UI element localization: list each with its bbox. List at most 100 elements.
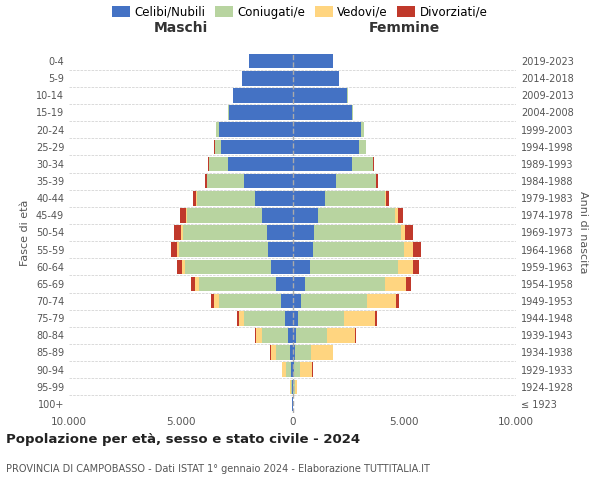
Bar: [177, 260, 182, 274]
Bar: [270, 345, 271, 360]
Bar: [209, 156, 227, 171]
Bar: [314, 225, 401, 240]
Bar: [406, 276, 411, 291]
Bar: [262, 208, 293, 222]
Bar: [398, 260, 413, 274]
Bar: [295, 380, 297, 394]
Bar: [187, 208, 262, 222]
Bar: [355, 328, 356, 342]
Bar: [207, 174, 244, 188]
Bar: [290, 380, 291, 394]
Bar: [229, 105, 293, 120]
Bar: [293, 88, 347, 102]
Bar: [179, 242, 268, 257]
Bar: [293, 71, 338, 86]
Bar: [401, 225, 406, 240]
Bar: [359, 140, 365, 154]
Bar: [292, 380, 293, 394]
Bar: [199, 276, 276, 291]
Bar: [404, 242, 413, 257]
Bar: [205, 174, 206, 188]
Bar: [325, 191, 385, 206]
Legend: Celibi/Nubili, Coniugati/e, Vedovi/e, Divorziati/e: Celibi/Nubili, Coniugati/e, Vedovi/e, Di…: [107, 1, 493, 24]
Bar: [318, 208, 395, 222]
Bar: [352, 105, 353, 120]
Bar: [281, 294, 293, 308]
Bar: [286, 362, 290, 377]
Bar: [327, 328, 355, 342]
Bar: [398, 208, 403, 222]
Bar: [286, 311, 293, 326]
Bar: [256, 328, 262, 342]
Bar: [254, 191, 293, 206]
Bar: [305, 276, 385, 291]
Bar: [385, 191, 386, 206]
Bar: [313, 242, 404, 257]
Bar: [216, 122, 219, 137]
Bar: [301, 294, 367, 308]
Bar: [296, 328, 327, 342]
Bar: [293, 105, 352, 120]
Bar: [193, 191, 196, 206]
Bar: [244, 174, 293, 188]
Bar: [196, 191, 197, 206]
Bar: [191, 276, 195, 291]
Bar: [395, 208, 398, 222]
Bar: [195, 276, 199, 291]
Bar: [385, 276, 406, 291]
Bar: [293, 345, 295, 360]
Bar: [181, 225, 182, 240]
Bar: [293, 380, 295, 394]
Bar: [293, 156, 352, 171]
Bar: [182, 260, 185, 274]
Bar: [219, 122, 293, 137]
Bar: [310, 260, 398, 274]
Bar: [275, 345, 290, 360]
Bar: [208, 156, 209, 171]
Bar: [197, 191, 254, 206]
Bar: [293, 54, 333, 68]
Bar: [301, 362, 312, 377]
Bar: [367, 294, 396, 308]
Bar: [295, 345, 311, 360]
Bar: [179, 208, 185, 222]
Bar: [282, 362, 286, 377]
Bar: [332, 345, 334, 360]
Bar: [406, 225, 413, 240]
Bar: [182, 225, 267, 240]
Bar: [239, 311, 244, 326]
Bar: [293, 242, 313, 257]
Bar: [293, 276, 305, 291]
Y-axis label: Anni di nascita: Anni di nascita: [578, 191, 587, 274]
Bar: [211, 294, 214, 308]
Text: PROVINCIA DI CAMPOBASSO - Dati ISTAT 1° gennaio 2024 - Elaborazione TUTTITALIA.I: PROVINCIA DI CAMPOBASSO - Dati ISTAT 1° …: [6, 464, 430, 474]
Bar: [293, 140, 359, 154]
Bar: [218, 294, 281, 308]
Bar: [227, 156, 293, 171]
Bar: [295, 362, 301, 377]
Bar: [244, 311, 286, 326]
Bar: [242, 71, 293, 86]
Bar: [361, 122, 364, 137]
Bar: [267, 225, 293, 240]
Bar: [228, 105, 229, 120]
Bar: [352, 156, 373, 171]
Bar: [215, 140, 221, 154]
Bar: [249, 54, 293, 68]
Y-axis label: Fasce di età: Fasce di età: [20, 200, 30, 266]
Bar: [293, 362, 295, 377]
Bar: [373, 156, 374, 171]
Bar: [291, 380, 292, 394]
Bar: [276, 276, 293, 291]
Bar: [293, 174, 337, 188]
Bar: [337, 174, 376, 188]
Bar: [255, 328, 256, 342]
Bar: [344, 311, 375, 326]
Bar: [311, 345, 332, 360]
Bar: [221, 140, 293, 154]
Bar: [233, 88, 293, 102]
Text: Femmine: Femmine: [368, 21, 440, 35]
Bar: [185, 260, 271, 274]
Bar: [185, 208, 187, 222]
Bar: [290, 362, 293, 377]
